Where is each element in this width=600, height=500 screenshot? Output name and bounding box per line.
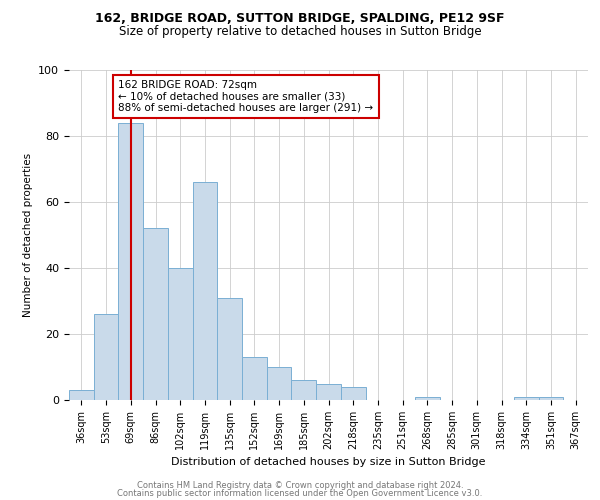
Text: 162 BRIDGE ROAD: 72sqm
← 10% of detached houses are smaller (33)
88% of semi-det: 162 BRIDGE ROAD: 72sqm ← 10% of detached… [118, 80, 374, 113]
Bar [341, 387, 365, 400]
Bar [316, 384, 341, 400]
Bar [143, 228, 168, 400]
Text: Contains HM Land Registry data © Crown copyright and database right 2024.: Contains HM Land Registry data © Crown c… [137, 481, 463, 490]
Text: Contains public sector information licensed under the Open Government Licence v3: Contains public sector information licen… [118, 489, 482, 498]
Y-axis label: Number of detached properties: Number of detached properties [23, 153, 33, 317]
Bar [242, 357, 267, 400]
Bar [193, 182, 217, 400]
Bar [94, 314, 118, 400]
Bar [168, 268, 193, 400]
Text: 162, BRIDGE ROAD, SUTTON BRIDGE, SPALDING, PE12 9SF: 162, BRIDGE ROAD, SUTTON BRIDGE, SPALDIN… [95, 12, 505, 26]
Bar [514, 396, 539, 400]
X-axis label: Distribution of detached houses by size in Sutton Bridge: Distribution of detached houses by size … [171, 458, 486, 468]
Text: Size of property relative to detached houses in Sutton Bridge: Size of property relative to detached ho… [119, 25, 481, 38]
Bar [267, 367, 292, 400]
Bar [539, 396, 563, 400]
Bar [118, 123, 143, 400]
Bar [69, 390, 94, 400]
Bar [292, 380, 316, 400]
Bar [217, 298, 242, 400]
Bar [415, 396, 440, 400]
